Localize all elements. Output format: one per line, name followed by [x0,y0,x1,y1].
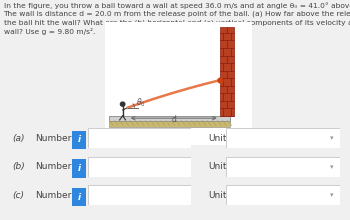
FancyBboxPatch shape [88,157,191,177]
Bar [110,121,230,127]
FancyBboxPatch shape [226,128,340,148]
Text: Number: Number [35,134,71,143]
Text: ▾: ▾ [330,135,334,141]
Text: i: i [78,164,80,173]
FancyBboxPatch shape [226,185,340,205]
Text: Unit: Unit [208,162,227,171]
Text: (a): (a) [12,134,25,143]
FancyBboxPatch shape [71,187,87,207]
FancyBboxPatch shape [71,130,87,149]
Text: i: i [78,135,80,144]
FancyBboxPatch shape [88,128,191,148]
Bar [110,116,230,121]
FancyBboxPatch shape [71,159,87,178]
FancyBboxPatch shape [226,157,340,177]
Text: d: d [171,115,176,124]
Text: Unit: Unit [208,134,227,143]
Text: In the figure, you throw a ball toward a wall at speed 36.0 m/s and at angle θ₀ : In the figure, you throw a ball toward a… [4,2,350,35]
Text: (b): (b) [12,162,25,171]
FancyBboxPatch shape [88,185,191,205]
Text: (c): (c) [12,191,24,200]
Bar [220,27,235,116]
Text: ▾: ▾ [330,164,334,170]
Text: i: i [78,192,80,202]
Text: Number: Number [35,162,71,171]
Text: ▾: ▾ [330,192,334,198]
Text: $\theta_0$: $\theta_0$ [136,96,146,109]
Text: Unit: Unit [208,191,227,200]
Text: Number: Number [35,191,71,200]
Circle shape [120,102,125,106]
